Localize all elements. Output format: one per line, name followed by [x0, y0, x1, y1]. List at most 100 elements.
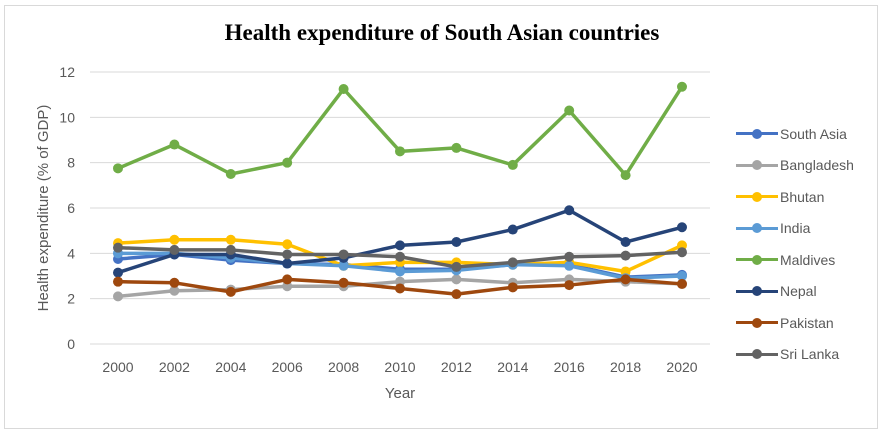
x-tick-label: 2004	[215, 359, 246, 375]
chart-title: Health expenditure of South Asian countr…	[224, 20, 660, 45]
x-tick-label: 2010	[384, 359, 415, 375]
data-point-sri-lanka	[620, 250, 631, 261]
data-point-maldives	[507, 159, 518, 170]
legend-label: Bangladesh	[780, 157, 854, 174]
x-axis-ticks: 2000 2002 2004 2006 2008 2010 2012 2014 2016 2018…	[102, 359, 697, 375]
x-tick-label: 2012	[441, 359, 472, 375]
x-tick-label: 2002	[159, 359, 190, 375]
data-point-nepal	[113, 267, 123, 278]
data-point-india	[338, 260, 349, 271]
x-tick-label: 2014	[497, 359, 528, 375]
data-point-pakistan	[395, 283, 405, 294]
y-tick-label: 2	[67, 291, 75, 307]
data-point-maldives	[620, 170, 631, 181]
data-point-pakistan	[282, 274, 293, 285]
data-point-sri-lanka	[225, 244, 236, 255]
legend-marker-icon	[736, 317, 778, 328]
y-tick-label: 12	[59, 64, 75, 80]
x-tick-label: 2016	[554, 359, 585, 375]
data-point-maldives	[451, 142, 462, 153]
legend-marker-icon	[736, 191, 778, 202]
legend-marker-icon	[736, 223, 778, 234]
data-point-pakistan	[169, 277, 180, 288]
data-point-maldives	[338, 84, 349, 94]
legend-marker-icon	[736, 349, 778, 360]
data-point-maldives	[395, 146, 405, 157]
data-point-sri-lanka	[169, 244, 180, 255]
data-point-pakistan	[507, 282, 518, 293]
data-point-sri-lanka	[338, 249, 349, 260]
legend-item-bhutan: Bhutan	[736, 181, 876, 213]
data-point-pakistan	[225, 286, 236, 297]
y-tick-label: 8	[67, 155, 75, 171]
data-point-sri-lanka	[282, 249, 293, 260]
legend-item-pakistan: Pakistan	[736, 307, 876, 339]
data-point-sri-lanka	[677, 247, 687, 258]
data-point-pakistan	[620, 274, 631, 285]
data-point-pakistan	[113, 276, 123, 287]
series-line-maldives	[117, 85, 684, 177]
legend-label: Sri Lanka	[780, 346, 840, 363]
x-tick-label: 2006	[272, 359, 303, 375]
data-point-maldives	[677, 81, 687, 92]
data-point-nepal	[451, 237, 462, 247]
data-point-sri-lanka	[113, 242, 123, 253]
legend-item-nepal: Nepal	[736, 276, 876, 308]
legend-marker-icon	[736, 286, 778, 297]
y-tick-label: 10	[59, 109, 75, 125]
data-point-pakistan	[338, 277, 349, 288]
data-point-maldives	[282, 157, 293, 168]
y-axis-ticks: 0 2 4 6 8 10 12	[59, 64, 75, 352]
data-point-bangladesh	[113, 291, 123, 302]
legend-marker-icon	[736, 160, 778, 171]
x-tick-label: 2008	[328, 359, 359, 375]
data-point-nepal	[395, 240, 405, 251]
data-point-sri-lanka	[507, 257, 518, 268]
legend-label: Nepal	[780, 283, 817, 300]
y-tick-label: 4	[67, 245, 75, 261]
gridlines	[90, 71, 710, 345]
data-point-maldives	[225, 169, 236, 179]
legend-marker-icon	[736, 254, 778, 265]
legend: South Asia Bangladesh Bhutan India Maldives N…	[736, 118, 876, 370]
data-point-india	[564, 260, 575, 271]
data-point-nepal	[620, 237, 631, 247]
series-maldives	[113, 81, 687, 181]
data-point-sri-lanka	[395, 251, 405, 262]
data-point-maldives	[564, 105, 575, 116]
data-point-india	[395, 266, 405, 277]
data-point-sri-lanka	[564, 251, 575, 262]
legend-label: Pakistan	[780, 314, 834, 331]
legend-item-south-asia: South Asia	[736, 118, 876, 150]
data-point-nepal	[282, 258, 293, 269]
y-tick-label: 0	[67, 336, 75, 352]
y-tick-label: 6	[67, 200, 75, 216]
data-point-pakistan	[451, 289, 462, 300]
data-point-india	[677, 271, 687, 281]
legend-item-maldives: Maldives	[736, 244, 876, 276]
legend-label: India	[780, 220, 811, 237]
data-point-nepal	[564, 205, 575, 216]
data-point-bangladesh	[451, 274, 462, 285]
x-tick-label: 2000	[102, 359, 133, 375]
legend-label: Maldives	[780, 251, 836, 268]
data-point-bangladesh	[169, 285, 180, 296]
x-axis-label: Year	[385, 385, 415, 402]
series-sri-lanka	[113, 242, 687, 272]
data-point-sri-lanka	[451, 261, 462, 272]
data-point-bhutan	[225, 234, 236, 245]
data-point-maldives	[113, 163, 123, 174]
legend-marker-icon	[736, 128, 778, 139]
data-point-maldives	[169, 139, 180, 150]
series-group	[113, 81, 687, 302]
chart-frame	[4, 5, 878, 429]
legend-item-india: India	[736, 213, 876, 245]
y-axis-label: Health expenditure (% of GDP)	[35, 105, 52, 312]
data-point-nepal	[677, 222, 687, 233]
data-point-pakistan	[564, 280, 575, 291]
data-point-pakistan	[677, 278, 687, 289]
legend-item-sri-lanka: Sri Lanka	[736, 339, 876, 371]
legend-label: South Asia	[780, 125, 847, 142]
data-point-bhutan	[282, 239, 293, 250]
x-tick-label: 2020	[666, 359, 697, 375]
